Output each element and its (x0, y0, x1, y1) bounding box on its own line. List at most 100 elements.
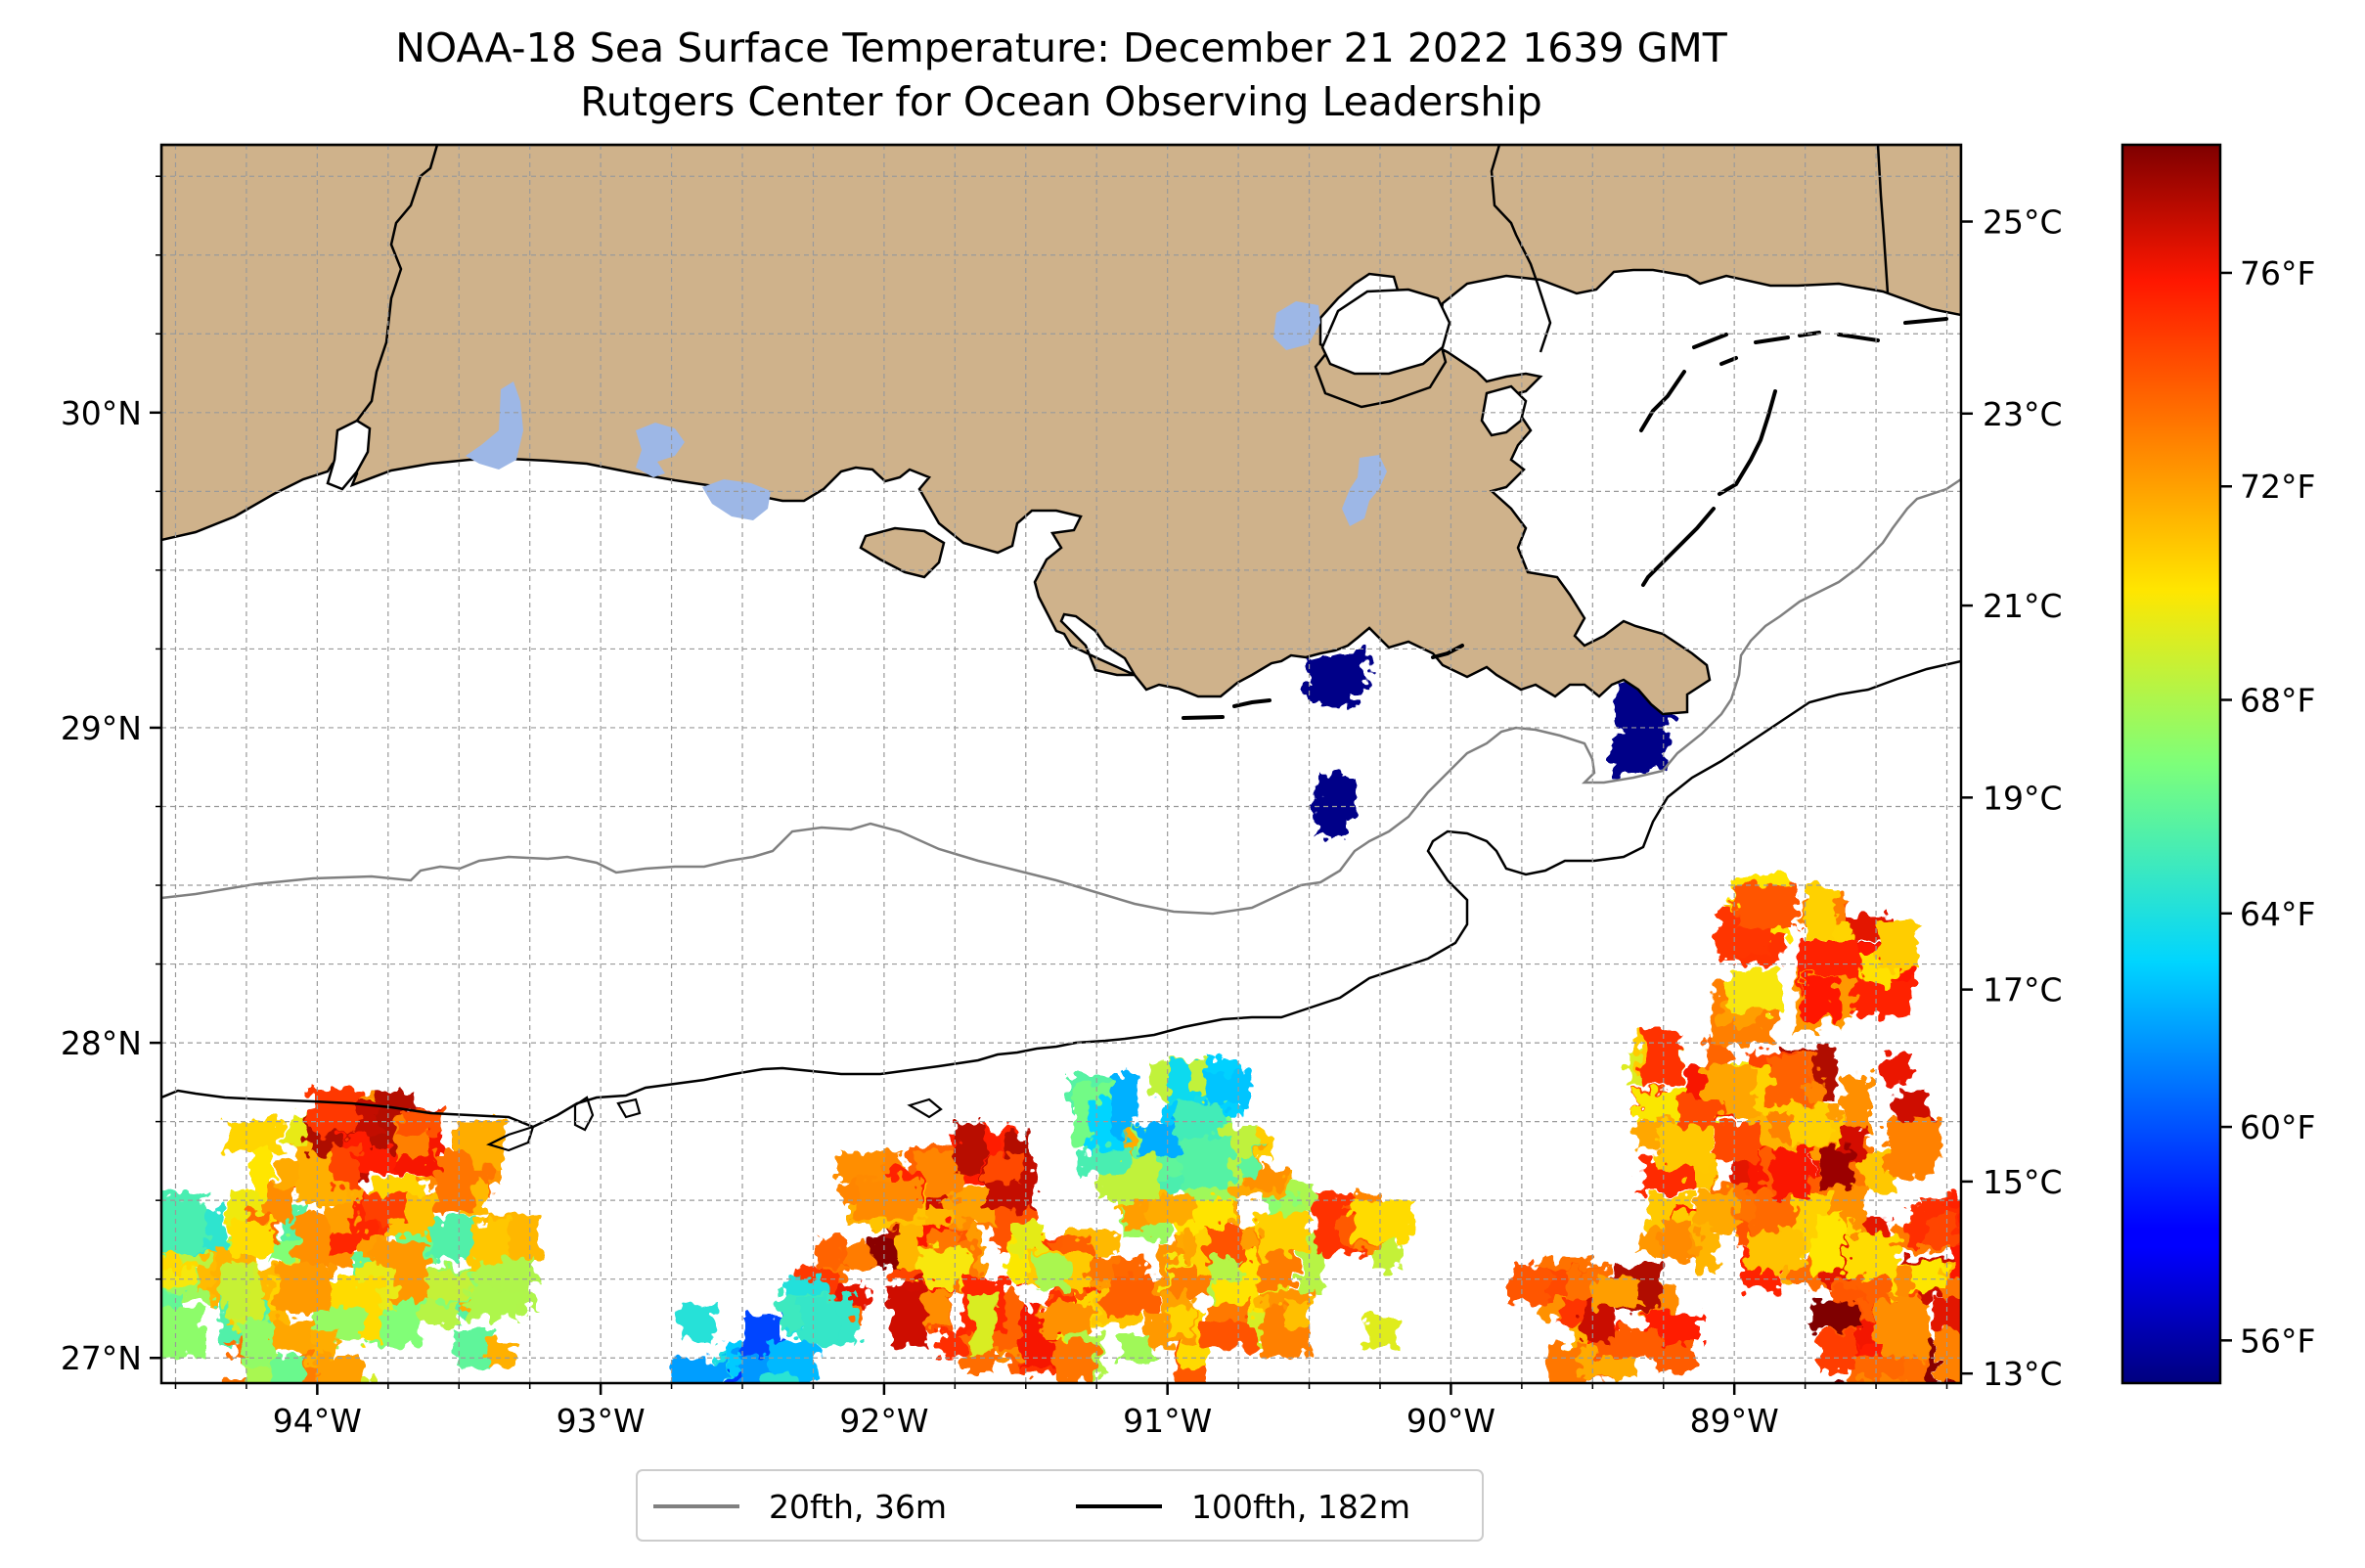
sst-pixel-block (727, 1389, 751, 1419)
isobath-20fth (161, 477, 1961, 916)
colorbar-celsius-label: 15°C (1983, 1163, 2063, 1201)
lake-pontchartrain (1320, 288, 1451, 376)
sst-pixel-block (1110, 1073, 1138, 1135)
sst-pixel-block (856, 1177, 918, 1219)
sst-pixel-block (361, 1192, 407, 1222)
sst-pixel-block (1036, 1256, 1068, 1292)
sst-pixel-block (1052, 1339, 1097, 1383)
sst-pixel-block (161, 1306, 205, 1359)
y-tick-label: 27°N (61, 1339, 142, 1377)
sst-pixel-block (837, 1152, 886, 1182)
sst-pixel-block (221, 1267, 249, 1318)
x-tick-label: 94°W (273, 1402, 362, 1440)
sst-pixel-block (971, 1294, 997, 1355)
map-gridlines (161, 145, 1961, 1383)
sst-pixel-block (1934, 1298, 1961, 1329)
state-border-ms-al (1876, 145, 1890, 294)
map-area[interactable] (120, 145, 2005, 1441)
sst-pixel-block (1258, 1214, 1310, 1255)
sst-pixel-block (1207, 1224, 1248, 1264)
sst-pixel-block (1843, 1076, 1872, 1131)
sst-pixel-block (486, 1340, 517, 1365)
legend-label-100fth: 100fth, 182m (1191, 1488, 1410, 1526)
sst-pixel-block (1804, 975, 1837, 1021)
lake-salvador (1342, 455, 1387, 526)
sst-pixel-block (455, 1327, 491, 1369)
x-tick-label: 92°W (839, 1402, 928, 1440)
x-tick-label: 91°W (1123, 1402, 1212, 1440)
sst-pixel-block (1853, 982, 1914, 1016)
sst-pixel-block (1365, 1315, 1398, 1350)
sst-pixel-block (431, 1218, 475, 1260)
sst-pixel-block (1715, 1124, 1761, 1161)
state-border-tx-la (356, 145, 439, 422)
colorbar-gradient (2120, 143, 2222, 1385)
sst-pixel-block (1661, 1219, 1693, 1260)
figure-subtitle: Rutgers Center for Ocean Observing Leade… (580, 78, 1542, 125)
sst-pixel-block (226, 1120, 283, 1151)
legend-label-20fth: 20fth, 36m (769, 1488, 947, 1526)
colorbar-celsius-label: 21°C (1983, 587, 2063, 625)
sst-pixel-block (1734, 883, 1798, 928)
sst-pixel-block (1593, 1278, 1639, 1306)
colorbar-celsius-label: 19°C (1983, 779, 2063, 817)
sst-pixel-block (816, 1237, 845, 1266)
sst-pixel-block (1819, 1146, 1852, 1187)
axis-ticks: 94°W 93°W 92°W 91°W 90°W 89°W 27°N 28°N 29°N 30°N (61, 175, 1948, 1440)
sst-pixel-block (246, 1320, 275, 1367)
sst-pixel-block (1201, 1322, 1258, 1350)
sst-pixel-block (1894, 1092, 1929, 1121)
sst-pixel-block (221, 1377, 270, 1383)
colorbar-celsius-label: 25°C (1983, 203, 2063, 242)
sst-pixel-block (1656, 1124, 1715, 1169)
colorbar: 13°C 15°C 17°C 19°C 21°C 23°C 25°C 56°F 60°F 64°F… (1961, 143, 2315, 1393)
colorbar-celsius-label: 13°C (1983, 1355, 2063, 1393)
sst-pixel-block (1641, 1029, 1680, 1085)
colorbar-celsius-label: 17°C (1983, 971, 2063, 1009)
sst-pixel-block (161, 1194, 206, 1254)
sst-pixel-block (680, 1303, 715, 1341)
colorbar-fahrenheit-label: 60°F (2240, 1108, 2315, 1146)
sst-pixel-block (1841, 1385, 1880, 1429)
sst-pixel-block (278, 1264, 332, 1315)
sst-pixel-block (1315, 803, 1351, 837)
sst-pixel-block (768, 1340, 817, 1383)
y-tick-label: 28°N (61, 1024, 142, 1062)
map-frame (159, 143, 1963, 1385)
sst-pixel-block (1877, 920, 1918, 970)
sst-pixel-block (668, 1358, 727, 1383)
barrier-islands (1182, 317, 1948, 720)
state-border-la-ms (1490, 145, 1552, 353)
sst-data-layer (161, 650, 1961, 1429)
sst-pixel-block (761, 1396, 807, 1422)
sst-pixel-block (317, 1353, 364, 1383)
sst-pixel-block (956, 1123, 984, 1175)
sst-pixel-block (760, 1376, 796, 1383)
sst-pixel-block (1167, 1061, 1194, 1100)
sst-pixel-block (798, 1297, 838, 1342)
sst-pixel-block (1104, 1275, 1158, 1316)
sst-pixel-block (1181, 1138, 1232, 1189)
legend-box (636, 1469, 1484, 1542)
x-tick-label: 93°W (557, 1402, 646, 1440)
sst-pixel-block (467, 1288, 521, 1319)
sst-pixel-block (1511, 1265, 1549, 1305)
y-tick-label: 29°N (61, 709, 142, 747)
sst-pixel-block (435, 1150, 473, 1214)
sst-pixel-block (1611, 736, 1650, 774)
sst-pixel-block (986, 1154, 1019, 1183)
sst-pixel-block (1727, 969, 1781, 1012)
sst-pixel-block (1789, 1104, 1829, 1143)
figure-title: NOAA-18 Sea Surface Temperature: Decembe… (395, 24, 1727, 71)
sst-pixel-block (1040, 1304, 1093, 1336)
sst-pixel-block (332, 1145, 358, 1188)
sst-pixel-block (1330, 650, 1369, 695)
sst-pixel-block (1769, 1057, 1808, 1104)
colorbar-fahrenheit-label: 76°F (2240, 254, 2315, 292)
sst-pixel-block (1937, 1326, 1961, 1382)
lake-white (636, 423, 685, 477)
sst-pixel-block (1203, 1072, 1252, 1106)
colorbar-celsius-label: 23°C (1983, 395, 2063, 433)
lake-borgne (1480, 384, 1528, 437)
